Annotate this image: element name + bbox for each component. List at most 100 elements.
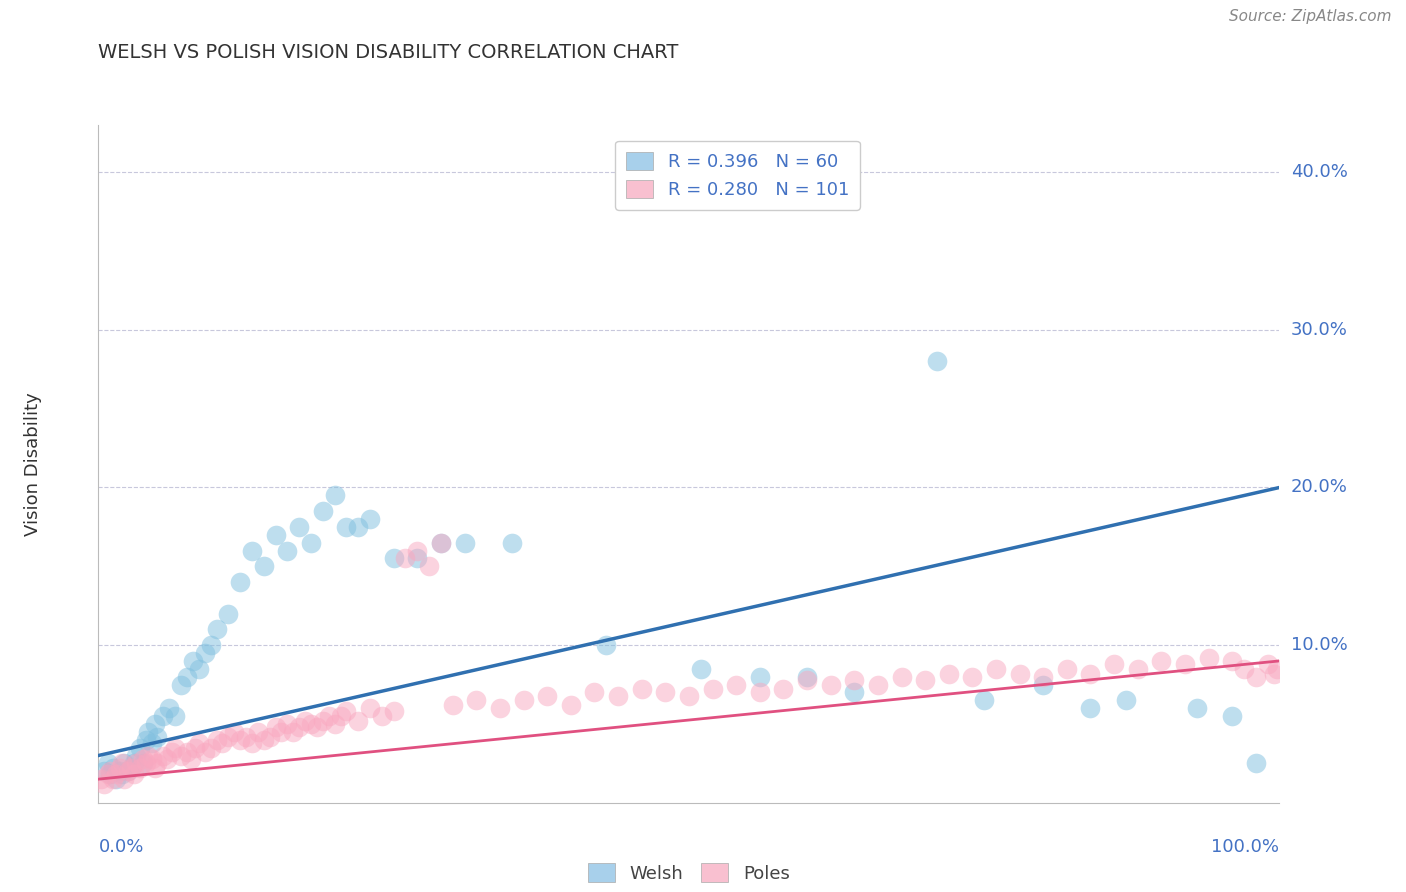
Point (607, 689, 630, 703)
Point (125, 748, 148, 763)
Point (288, 520, 311, 534)
Point (536, 689, 558, 703)
Point (1263, 666, 1285, 681)
Point (97, 767, 120, 781)
Point (264, 720, 287, 734)
Point (240, 543, 263, 558)
Point (187, 736, 209, 750)
Point (143, 717, 166, 731)
Point (253, 732, 276, 747)
Text: 100.0%: 100.0% (1212, 838, 1279, 855)
Point (347, 714, 370, 728)
Point (135, 732, 157, 747)
Point (98, 767, 121, 781)
Point (111, 767, 134, 781)
Point (962, 670, 984, 684)
Point (925, 354, 948, 368)
Point (205, 732, 228, 747)
Point (187, 662, 209, 676)
Text: 30.0%: 30.0% (1291, 321, 1347, 339)
Point (200, 638, 222, 652)
Point (359, 701, 381, 715)
Point (335, 520, 357, 534)
Point (270, 724, 292, 739)
Point (430, 535, 453, 549)
Point (141, 752, 163, 766)
Point (323, 717, 346, 731)
Point (654, 685, 676, 699)
Point (1233, 662, 1256, 676)
Point (299, 717, 322, 731)
Point (796, 673, 818, 687)
Point (121, 761, 143, 775)
Point (184, 740, 207, 755)
Point (240, 736, 263, 750)
Point (152, 709, 174, 723)
Point (844, 673, 866, 687)
Point (1102, 657, 1125, 671)
Point (117, 764, 139, 779)
Point (205, 623, 228, 637)
Point (1257, 657, 1279, 671)
Point (165, 709, 187, 723)
Point (512, 693, 534, 707)
Point (1080, 666, 1102, 681)
Point (152, 748, 174, 763)
Point (1185, 701, 1208, 715)
Point (276, 543, 298, 558)
Point (132, 752, 155, 766)
Point (702, 682, 724, 697)
Text: 20.0%: 20.0% (1291, 478, 1347, 497)
Point (176, 745, 198, 759)
Text: 10.0%: 10.0% (1291, 636, 1347, 654)
Point (430, 535, 453, 549)
Point (128, 761, 150, 775)
Point (1056, 662, 1078, 676)
Point (1008, 666, 1031, 681)
Point (264, 528, 287, 542)
Point (1198, 650, 1220, 665)
Point (229, 732, 252, 747)
Point (117, 764, 139, 779)
Point (914, 673, 936, 687)
Point (347, 520, 370, 534)
Point (560, 698, 582, 712)
Point (93, 777, 115, 791)
Text: 40.0%: 40.0% (1291, 163, 1347, 181)
Point (217, 607, 239, 621)
Legend: Welsh, Poles: Welsh, Poles (578, 853, 800, 892)
Point (890, 670, 912, 684)
Point (97, 756, 120, 771)
Point (973, 693, 995, 707)
Point (465, 693, 488, 707)
Point (112, 756, 135, 771)
Point (194, 745, 217, 759)
Point (406, 551, 429, 566)
Point (157, 701, 180, 715)
Point (235, 730, 257, 744)
Point (121, 761, 143, 775)
Point (1244, 670, 1267, 684)
Point (329, 709, 352, 723)
Point (796, 670, 818, 684)
Point (1115, 693, 1137, 707)
Point (181, 654, 204, 668)
Point (170, 748, 193, 763)
Point (689, 662, 711, 676)
Point (406, 543, 429, 558)
Point (259, 730, 281, 744)
Point (136, 748, 159, 763)
Point (748, 670, 770, 684)
Point (678, 689, 700, 703)
Point (276, 717, 298, 731)
Point (630, 682, 652, 697)
Point (112, 772, 135, 786)
Point (101, 772, 124, 786)
Point (176, 670, 198, 684)
Point (211, 736, 233, 750)
Point (93, 764, 115, 779)
Point (1032, 677, 1054, 691)
Point (938, 666, 960, 681)
Point (1150, 654, 1173, 668)
Point (294, 714, 316, 728)
